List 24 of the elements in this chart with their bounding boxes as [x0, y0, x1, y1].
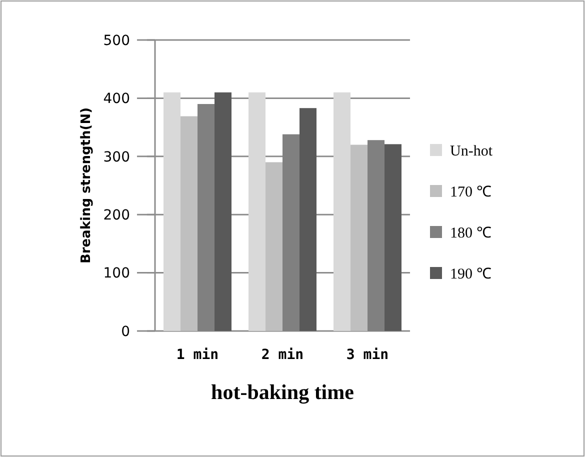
bar	[350, 144, 368, 331]
bar	[180, 116, 198, 331]
y-tick-label: 300	[103, 149, 130, 166]
x-tick-label: 2 min	[261, 347, 304, 363]
y-tick-label: 200	[103, 208, 130, 224]
bar	[300, 108, 316, 331]
y-tick-label: 0	[121, 324, 130, 340]
bar	[384, 144, 402, 331]
bar	[334, 92, 350, 331]
legend-label: 180 ℃	[450, 225, 492, 242]
legend-label: Un-hot	[450, 143, 494, 160]
x-axis-title: hot-baking time	[211, 380, 354, 404]
legend-label: 190 ℃	[450, 266, 492, 282]
x-tick-label: 1 min	[176, 347, 219, 363]
bar	[248, 92, 266, 331]
y-axis-title: Breaking strength(N)	[79, 107, 94, 264]
bar	[266, 162, 282, 331]
x-tick-label: 3 min	[346, 347, 389, 363]
y-tick-label: 100	[103, 266, 130, 282]
bar	[164, 92, 180, 331]
y-tick-label: 500	[103, 32, 130, 49]
y-tick-label: 400	[103, 91, 130, 108]
legend-label: 170 ℃	[450, 184, 492, 200]
bar	[214, 92, 232, 331]
